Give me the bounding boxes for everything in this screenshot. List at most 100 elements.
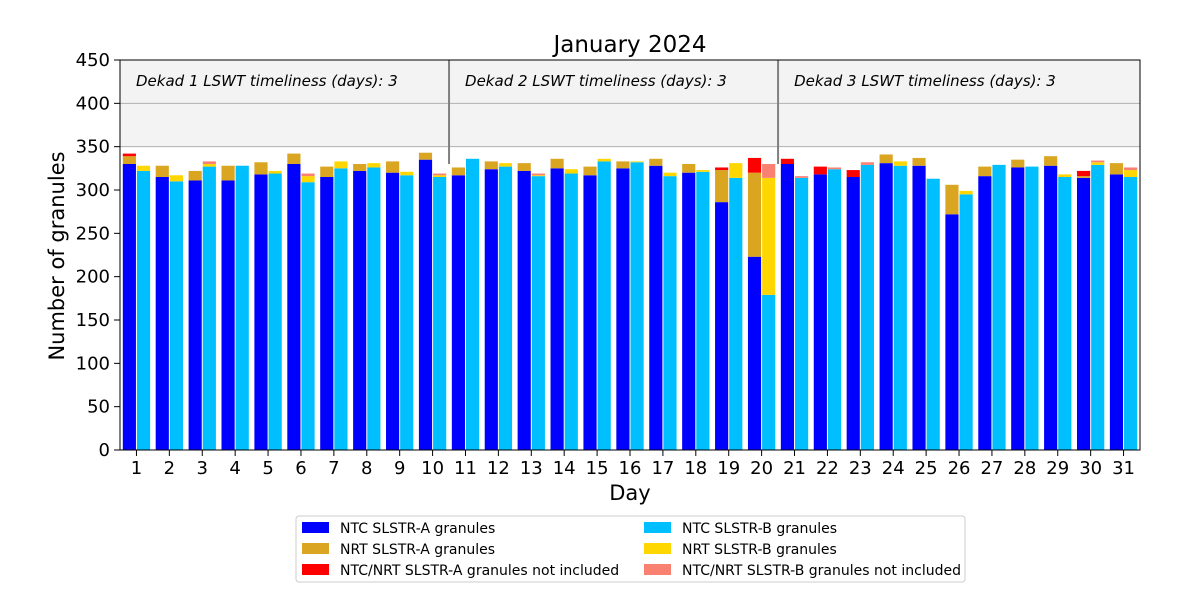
bar-segment	[879, 163, 893, 450]
x-tick-label: 2	[164, 458, 175, 479]
bar-segment	[630, 162, 644, 450]
y-tick-label: 0	[99, 440, 110, 461]
bar-segment	[531, 175, 545, 177]
bar-segment	[715, 167, 729, 171]
bar-segment	[531, 176, 545, 450]
bar-segment	[1076, 177, 1091, 450]
bar-segment	[762, 164, 776, 178]
y-tick-label: 150	[76, 310, 110, 331]
bar-segment	[531, 173, 545, 176]
x-tick-label: 19	[717, 458, 740, 479]
bar-segment	[400, 171, 414, 176]
x-tick-label: 25	[915, 458, 938, 479]
bar-segment	[813, 174, 827, 450]
bar-segment	[367, 167, 381, 450]
bar-segment	[155, 165, 169, 177]
bar-segment	[1091, 160, 1105, 163]
x-tick-label: 21	[783, 458, 806, 479]
bar-segment	[136, 165, 151, 171]
bar-segment	[795, 176, 809, 178]
chart-title: January 2024	[551, 32, 706, 58]
dekad-annotations: Dekad 1 LSWT timeliness (days): 3 Dekad 2…	[136, 60, 1056, 164]
bar-segment	[1025, 166, 1039, 450]
legend-label: NRT SLSTR-B granules	[682, 542, 837, 558]
dekad-label: Dekad 2 LSWT timeliness (days): 3	[465, 72, 727, 90]
bar-segment	[912, 165, 926, 450]
bar-segment	[846, 177, 860, 450]
x-tick-label: 16	[619, 458, 642, 479]
bar-segment	[597, 158, 611, 162]
x-tick-label: 12	[487, 458, 510, 479]
x-tick-label: 9	[394, 458, 405, 479]
y-axis-title: Number of granules	[45, 151, 69, 360]
bar-segment	[1058, 174, 1072, 177]
x-tick-label: 10	[421, 458, 444, 479]
bar-segment	[268, 173, 282, 451]
bar-segment	[1091, 162, 1105, 165]
legend: NTC SLSTR-A granules NRT SLSTR-A granules…	[295, 515, 966, 583]
x-tick-label: 26	[948, 458, 971, 479]
x-tick-label: 15	[586, 458, 609, 479]
bar-segment	[1124, 167, 1138, 171]
bar-segment	[498, 166, 513, 450]
x-tick-label: 22	[816, 458, 839, 479]
bar-segment	[433, 175, 447, 177]
bar-segment	[827, 169, 842, 450]
bar-segment	[945, 214, 959, 450]
y-tick-label: 200	[76, 267, 110, 288]
bar-segment	[221, 180, 235, 450]
x-tick-label: 30	[1079, 458, 1102, 479]
y-tick-label: 250	[76, 223, 110, 244]
bar-segment	[169, 175, 184, 182]
bar-segment	[682, 164, 696, 173]
bar-segment	[827, 167, 842, 170]
bar-segment	[235, 165, 249, 450]
bar-segment	[1011, 167, 1025, 450]
legend-label: NTC/NRT SLSTR-B granules not included	[682, 563, 961, 579]
bar-segment	[945, 184, 959, 215]
bar-segment	[433, 177, 447, 450]
bar-segment	[254, 174, 268, 450]
gridlines	[120, 102, 1140, 148]
bar-segment	[649, 158, 663, 166]
x-tick-label: 27	[980, 458, 1003, 479]
bar-segment	[169, 181, 184, 451]
dekad-label: Dekad 1 LSWT timeliness (days): 3	[136, 72, 398, 90]
bar-segment	[1124, 170, 1138, 177]
bar-segment	[254, 162, 268, 175]
legend-label: NTC SLSTR-B granules	[682, 521, 837, 537]
bar-segment	[715, 170, 729, 203]
bar-segment	[367, 163, 381, 168]
x-tick-label: 1	[131, 458, 142, 479]
bar-segment	[1124, 177, 1138, 450]
bar-segment	[268, 170, 282, 174]
bar-segment	[334, 168, 348, 451]
x-tick-label: 28	[1013, 458, 1036, 479]
bar-segment	[780, 158, 795, 164]
bar-segment	[155, 177, 169, 450]
x-axis-ticks: 1 2 3 4 5 6 7 8 9 10 11 12 13 14 15 16 17 18 19 20 21 22 23 24 2…	[131, 450, 1135, 479]
bar-segment	[202, 161, 216, 164]
bar-segment	[762, 294, 776, 450]
bar-segment	[564, 173, 578, 451]
legend-swatch	[644, 522, 671, 533]
bar-segment	[696, 170, 710, 172]
bar-segment	[400, 175, 414, 450]
bar-segment	[959, 194, 973, 450]
bar-segment	[663, 176, 677, 450]
bar-segment	[926, 178, 940, 450]
bar-segment	[550, 168, 564, 451]
bar-segment	[550, 158, 564, 169]
bar-segment	[386, 172, 400, 450]
bar-segment	[813, 166, 827, 175]
bar-segment	[301, 176, 315, 183]
x-axis-title: Day	[609, 481, 650, 505]
bar-segment	[334, 161, 348, 169]
bar-segment	[136, 170, 151, 450]
bar-segment	[221, 165, 235, 181]
y-tick-label: 450	[76, 50, 110, 71]
bar-segment	[353, 164, 367, 171]
bar-segment	[202, 166, 216, 450]
bar-segment	[992, 164, 1006, 450]
bar-segment	[616, 161, 630, 169]
